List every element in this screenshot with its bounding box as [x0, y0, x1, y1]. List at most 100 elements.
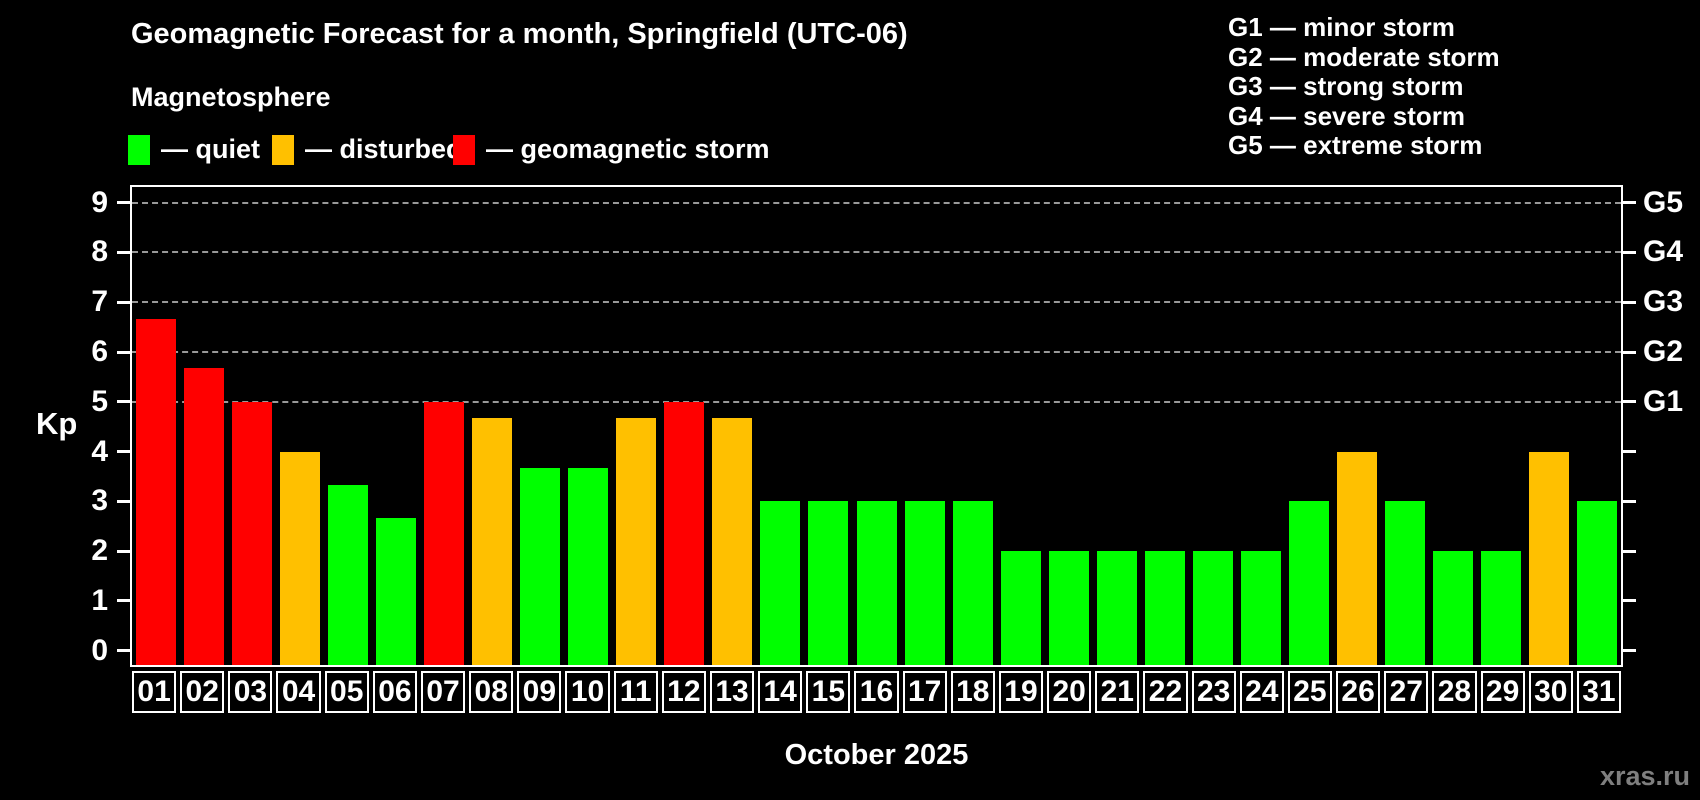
bar-day-17	[904, 501, 945, 665]
bar-day-01	[136, 318, 177, 665]
day-label-28: 28	[1432, 671, 1477, 713]
left-tick-kp5	[117, 400, 130, 404]
bar-day-09	[520, 468, 561, 665]
bar-day-30	[1528, 451, 1569, 665]
bar-day-11	[616, 418, 657, 665]
plot-area	[130, 185, 1623, 667]
bar-day-31	[1576, 501, 1617, 665]
bar-day-18	[952, 501, 993, 665]
bar-day-23	[1192, 551, 1233, 665]
bar-day-04	[280, 451, 321, 665]
day-label-08: 08	[469, 671, 514, 713]
legend-label-quiet: — quiet	[161, 134, 260, 164]
bar-day-22	[1144, 551, 1185, 665]
legend-label-disturbed: — disturbed	[305, 134, 463, 164]
day-label-19: 19	[998, 671, 1044, 713]
day-label-07: 07	[420, 671, 466, 713]
left-tick-kp6	[117, 350, 130, 354]
day-label-31: 31	[1576, 671, 1621, 713]
day-label-13: 13	[709, 671, 755, 713]
bar-day-28	[1432, 551, 1473, 665]
right-tick-kp1	[1623, 599, 1636, 603]
y-tick-label-2: 2	[91, 534, 108, 568]
storm-scale-line-g3: G3 — strong storm	[1228, 71, 1464, 101]
y-tick-label-5: 5	[91, 384, 108, 418]
day-label-03: 03	[228, 671, 273, 713]
bar-day-29	[1480, 551, 1521, 665]
day-label-23: 23	[1191, 671, 1236, 713]
day-label-16: 16	[854, 671, 899, 713]
day-label-30: 30	[1528, 671, 1573, 713]
quiet-swatch-icon	[128, 134, 150, 165]
bar-day-15	[808, 501, 849, 665]
day-label-01: 01	[132, 671, 177, 713]
day-label-22: 22	[1143, 671, 1188, 713]
left-tick-kp2	[117, 549, 130, 553]
left-tick-kp9	[117, 201, 130, 205]
y-tick-label-0: 0	[91, 633, 108, 667]
legend-item-disturbed: — disturbed	[272, 133, 463, 166]
day-label-26: 26	[1336, 671, 1381, 713]
day-label-29: 29	[1480, 671, 1525, 713]
month-label: October 2025	[784, 739, 969, 771]
left-tick-kp8	[117, 250, 130, 254]
storm-swatch-icon	[453, 134, 475, 165]
day-label-02: 02	[180, 671, 225, 713]
bar-day-14	[760, 501, 801, 665]
right-tick-kp6	[1623, 350, 1636, 354]
g-axis-label-g3: G3	[1643, 285, 1684, 319]
y-tick-label-4: 4	[91, 434, 108, 468]
right-tick-kp5	[1623, 400, 1636, 404]
day-label-27: 27	[1384, 671, 1429, 713]
day-label-10: 10	[565, 671, 610, 713]
right-tick-kp8	[1623, 250, 1636, 254]
legend-label-storm: — geomagnetic storm	[486, 134, 770, 164]
day-label-06: 06	[372, 671, 417, 713]
left-tick-kp0	[117, 649, 130, 653]
day-label-04: 04	[276, 671, 321, 713]
day-label-09: 09	[517, 671, 562, 713]
bar-day-03	[232, 401, 273, 665]
day-label-24: 24	[1239, 671, 1284, 713]
y-tick-label-9: 9	[91, 185, 108, 219]
day-label-17: 17	[902, 671, 947, 713]
day-label-14: 14	[758, 671, 803, 713]
bar-day-12	[664, 401, 705, 665]
legend-item-storm: — geomagnetic storm	[453, 133, 770, 166]
bar-day-06	[376, 517, 417, 665]
g-axis-label-g2: G2	[1643, 335, 1684, 369]
g-axis-label-g5: G5	[1643, 185, 1684, 219]
watermark: xras.ru	[1599, 761, 1690, 791]
right-tick-kp0	[1623, 649, 1636, 653]
magnetosphere-label: Magnetosphere	[131, 82, 331, 112]
day-label-18: 18	[950, 671, 995, 713]
bar-day-07	[424, 401, 465, 665]
legend-item-quiet: — quiet	[128, 133, 260, 166]
y-tick-label-6: 6	[91, 335, 108, 369]
storm-scale-line-g1: G1 — minor storm	[1228, 12, 1455, 42]
left-tick-kp3	[117, 499, 130, 503]
bar-day-10	[568, 468, 609, 665]
storm-scale-line-g4: G4 — severe storm	[1228, 100, 1466, 131]
chart-title: Geomagnetic Forecast for a month, Spring…	[131, 18, 908, 50]
left-tick-kp7	[117, 300, 130, 304]
day-label-05: 05	[324, 671, 369, 713]
bar-day-25	[1288, 501, 1329, 665]
right-tick-kp3	[1623, 499, 1636, 503]
storm-scale-line-g5: G5 — extreme storm	[1228, 130, 1483, 160]
day-label-12: 12	[661, 671, 706, 713]
bar-day-20	[1048, 551, 1089, 665]
y-tick-label-3: 3	[91, 484, 108, 518]
bar-day-05	[328, 484, 369, 665]
gridline-kp6	[132, 351, 1621, 354]
y-tick-label-8: 8	[91, 235, 108, 269]
bar-day-13	[712, 418, 753, 665]
bar-day-27	[1384, 501, 1425, 665]
right-tick-kp9	[1623, 201, 1636, 205]
gridline-kp8	[132, 251, 1621, 254]
left-tick-kp1	[117, 599, 130, 603]
y-tick-label-1: 1	[91, 583, 108, 617]
day-label-21: 21	[1095, 671, 1140, 713]
g-axis-label-g1: G1	[1643, 384, 1684, 418]
